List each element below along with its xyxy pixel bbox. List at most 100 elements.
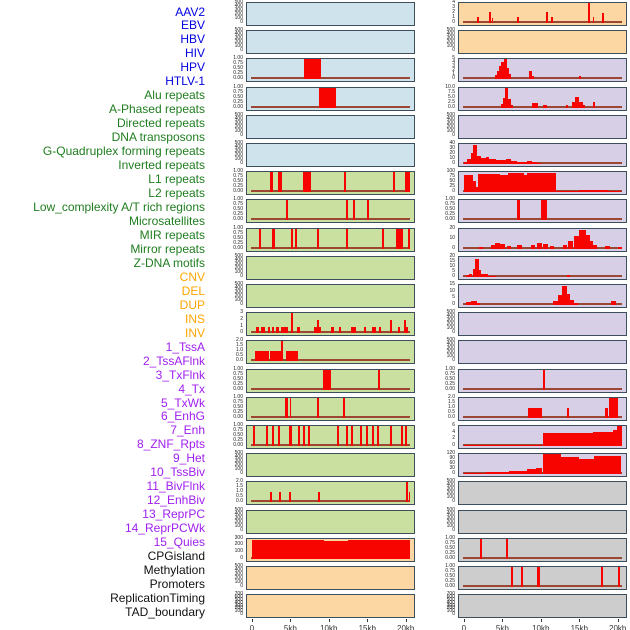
y-tick-label: 400 bbox=[234, 3, 243, 9]
data-bar bbox=[396, 228, 403, 249]
track-label: 14_ReprPCWk bbox=[124, 521, 205, 536]
data-bar bbox=[532, 162, 538, 164]
data-bar bbox=[607, 190, 621, 193]
y-tick-label: 200 bbox=[234, 575, 243, 581]
data-bar bbox=[270, 351, 284, 362]
track-label: 7_Enh bbox=[170, 423, 205, 438]
data-bar bbox=[542, 105, 547, 108]
y-tick-label: 0.25 bbox=[233, 239, 243, 246]
data-bar bbox=[284, 397, 288, 418]
data-bar bbox=[478, 270, 482, 277]
y-tick-label: 0.0 bbox=[236, 357, 243, 364]
data-bar bbox=[266, 426, 269, 446]
track-box-1_TssA bbox=[458, 58, 627, 83]
data-bar bbox=[351, 326, 356, 334]
data-bar bbox=[503, 59, 507, 80]
x-tick-mark bbox=[328, 619, 330, 623]
data-bar bbox=[494, 242, 500, 249]
y-tick-label: 0.50 bbox=[233, 375, 243, 382]
data-bar bbox=[579, 189, 595, 193]
y-tick-label: 400 bbox=[446, 341, 455, 348]
y-tick-label: 400 bbox=[234, 31, 243, 38]
y-tick-label: 1.0 bbox=[236, 488, 243, 495]
y-tick-label: 400 bbox=[234, 454, 243, 461]
y-tick-label: 200 bbox=[234, 39, 243, 46]
data-bar bbox=[617, 567, 620, 587]
data-bar bbox=[285, 351, 299, 362]
track-box-ReplicationTiming bbox=[458, 566, 627, 590]
y-tick-label: 200 bbox=[234, 123, 243, 130]
track-box-Inverted repeats bbox=[246, 312, 415, 337]
y-tick-label: 0.75 bbox=[445, 201, 455, 208]
data-bar bbox=[488, 275, 496, 277]
track-label: Inverted repeats bbox=[118, 158, 205, 173]
data-bar bbox=[579, 101, 583, 108]
data-bar bbox=[318, 87, 337, 108]
data-bar bbox=[485, 471, 510, 475]
data-bar bbox=[322, 369, 332, 390]
data-bar bbox=[537, 567, 540, 587]
data-bar bbox=[562, 244, 567, 249]
data-bar bbox=[510, 567, 513, 587]
track-label: Directed repeats bbox=[116, 116, 205, 131]
track-box-15_Quies bbox=[458, 453, 627, 478]
track-label: Microsatellites bbox=[128, 213, 205, 228]
data-bar bbox=[351, 426, 354, 446]
data-bar bbox=[520, 567, 523, 587]
data-bar bbox=[592, 432, 613, 446]
track-box-EBV bbox=[246, 30, 415, 55]
data-bar bbox=[372, 326, 376, 334]
y-tick-label: 3 bbox=[452, 4, 455, 10]
track-box-13_ReprPC bbox=[458, 396, 627, 421]
y-tick-label: 2 bbox=[240, 315, 243, 322]
y-tick-label: 200 bbox=[446, 349, 455, 356]
y-tick-label: 200 bbox=[234, 605, 243, 612]
data-bar bbox=[365, 426, 368, 446]
baseline bbox=[251, 415, 410, 418]
y-tick-label: 100 bbox=[234, 127, 243, 134]
data-bar bbox=[255, 351, 270, 362]
y-tick-label: 5.0 bbox=[448, 93, 455, 100]
track-box-5_TxWk bbox=[458, 171, 627, 196]
track-label: G-Quadruplex forming repeats bbox=[42, 144, 205, 159]
y-tick-label: 5 bbox=[452, 55, 455, 62]
y-tick-label: 200 bbox=[234, 293, 243, 299]
y-tick-label: 0 bbox=[452, 244, 455, 251]
y-tick-label: 100 bbox=[234, 466, 243, 473]
data-bar bbox=[403, 319, 406, 334]
track-label: AAV2 bbox=[175, 4, 205, 19]
track-label: HTLV-1 bbox=[165, 74, 205, 89]
y-tick-label: 200 bbox=[234, 11, 243, 17]
y-tick-label: 600 bbox=[234, 594, 243, 601]
y-tick-label: 300 bbox=[446, 35, 455, 42]
x-tick-mark bbox=[251, 619, 253, 623]
data-bar bbox=[353, 200, 356, 221]
y-tick-label: 0 bbox=[452, 301, 455, 307]
data-bar bbox=[553, 301, 558, 305]
data-bar bbox=[501, 62, 504, 80]
y-tick-label: 75 bbox=[449, 173, 455, 180]
x-axis-label: 5kb bbox=[283, 624, 297, 630]
track-box-L1 repeats bbox=[246, 340, 415, 365]
x-axis-label: 10kb bbox=[532, 624, 550, 630]
y-tick-label: 0.0 bbox=[448, 413, 455, 420]
y-tick-label: 0.25 bbox=[445, 549, 455, 556]
data-bar bbox=[594, 190, 608, 193]
track-box-4_Tx bbox=[458, 143, 627, 167]
track-box-Low_complexity A/T rich regions bbox=[246, 396, 415, 421]
y-tick-label: 0 bbox=[240, 329, 243, 336]
track-label: 1_TssA bbox=[165, 339, 205, 354]
y-tick-label: 200 bbox=[234, 264, 243, 271]
track-box-CNV bbox=[246, 537, 415, 562]
y-tick-label: 0.00 bbox=[445, 554, 455, 561]
track-label: CPGisland bbox=[147, 549, 205, 564]
y-tick-label: 90 bbox=[449, 455, 455, 462]
data-bar bbox=[476, 303, 480, 305]
track-label: Methylation bbox=[143, 563, 205, 578]
y-tick-label: 0.50 bbox=[233, 65, 243, 72]
y-tick-label: 300 bbox=[234, 514, 243, 521]
data-bar bbox=[297, 426, 300, 446]
data-bar bbox=[489, 12, 492, 23]
data-bar bbox=[542, 433, 593, 446]
baseline bbox=[251, 359, 410, 362]
